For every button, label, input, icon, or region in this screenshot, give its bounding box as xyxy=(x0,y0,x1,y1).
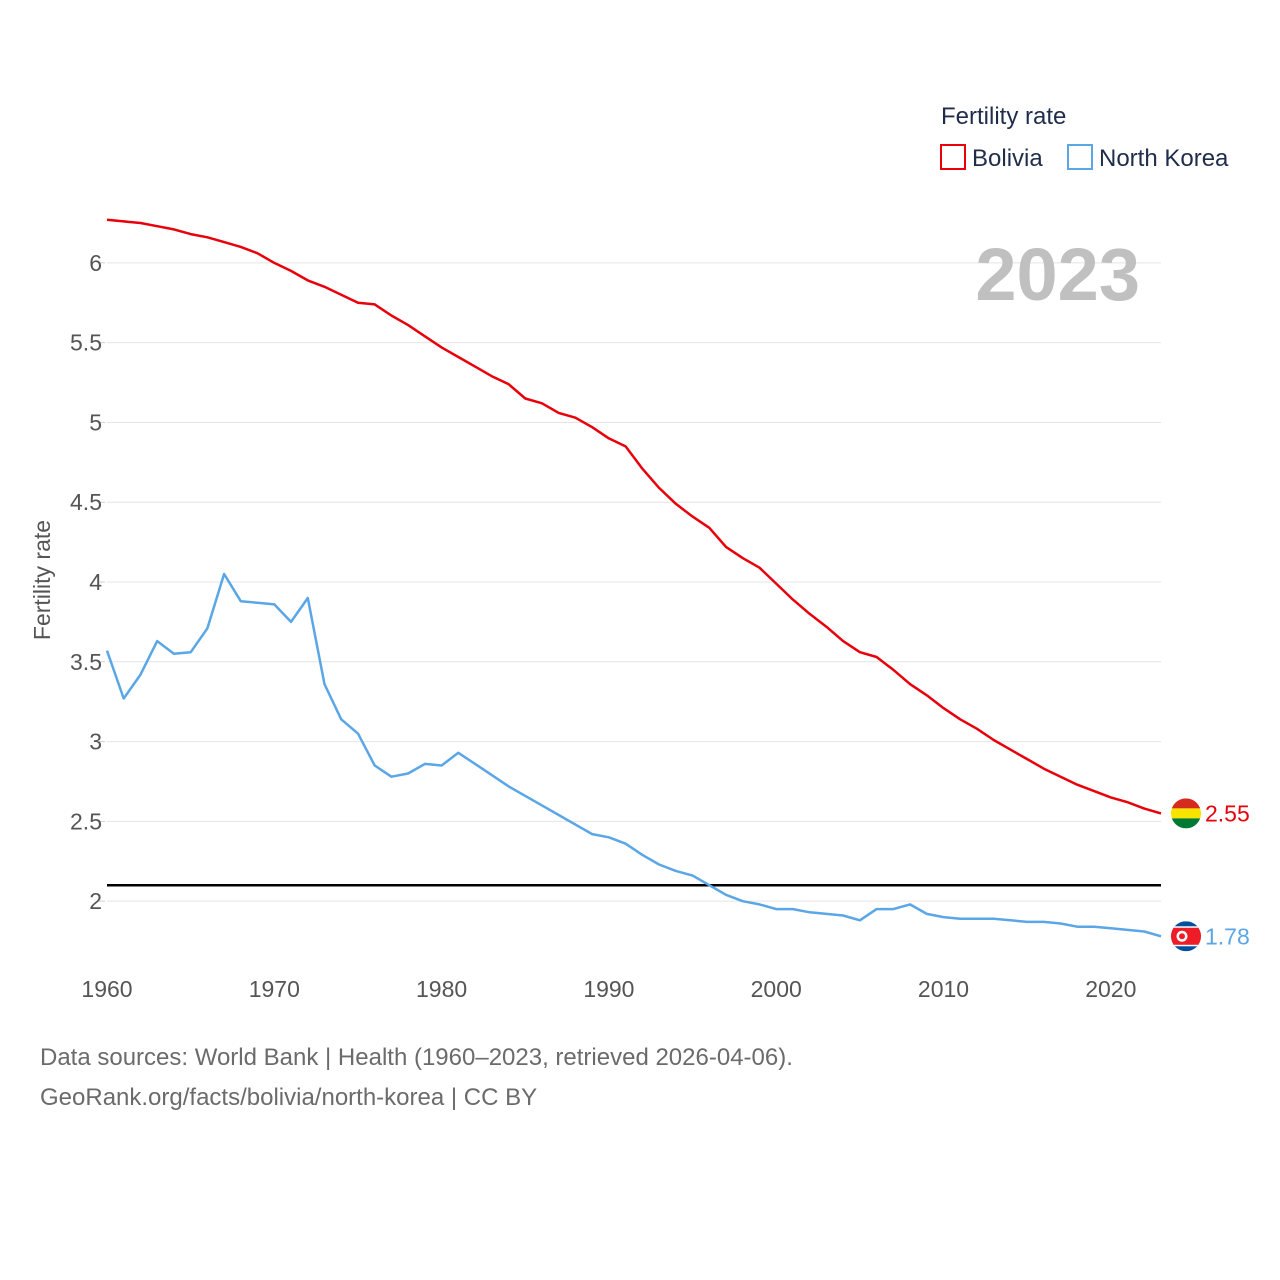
y-tick-label-5-5: 5.5 xyxy=(70,330,102,356)
legend-item-bolivia[interactable]: Bolivia xyxy=(940,144,1043,172)
legend-item-north-korea[interactable]: North Korea xyxy=(1067,144,1229,172)
bolivia-flag-icon xyxy=(1171,798,1201,829)
legend: Fertility rate Bolivia North Korea xyxy=(940,103,1229,172)
series-line-north-korea[interactable] xyxy=(105,572,1162,938)
y-tick-label-3-5: 3.5 xyxy=(70,649,102,675)
legend-title: Fertility rate xyxy=(941,103,1066,130)
y-tick-label-2-5: 2.5 xyxy=(70,808,102,834)
north-korea-flag-icon xyxy=(1171,921,1201,952)
series-layer xyxy=(105,218,1162,938)
y-tick-label-2: 2 xyxy=(89,888,102,914)
legend-label-bolivia: Bolivia xyxy=(972,145,1043,172)
x-tick-label-1970: 1970 xyxy=(249,976,300,1002)
source-line-2[interactable]: GeoRank.org/facts/bolivia/north-korea | … xyxy=(40,1084,538,1111)
y-tick-label-3: 3 xyxy=(89,729,102,755)
legend-swatch-bolivia xyxy=(940,144,966,170)
y-axis-ticks: 2 2.5 3 3.5 4 4.5 5 5.5 6 xyxy=(70,250,105,914)
legend-label-north-korea: North Korea xyxy=(1099,145,1229,172)
source-line-1: Data sources: World Bank | Health (1960–… xyxy=(40,1044,793,1071)
y-tick-label-5: 5 xyxy=(89,409,102,435)
y-tick-label-4-5: 4.5 xyxy=(70,489,102,515)
y-axis-title: Fertility rate xyxy=(29,520,55,640)
year-label: 2023 xyxy=(975,233,1140,316)
end-markers: 2.55 1.78 xyxy=(1171,798,1250,952)
legend-swatch-north-korea xyxy=(1067,144,1093,170)
end-value-label-bolivia: 2.55 xyxy=(1205,800,1250,826)
x-tick-label-2000: 2000 xyxy=(751,976,802,1002)
end-value-label-north-korea: 1.78 xyxy=(1205,923,1250,949)
series-line-bolivia[interactable] xyxy=(106,218,1162,815)
x-axis-ticks: 1960 1970 1980 1990 2000 2010 2020 xyxy=(81,976,1136,1002)
grid-lines xyxy=(107,262,1161,902)
x-tick-label-1990: 1990 xyxy=(583,976,634,1002)
y-tick-label-6: 6 xyxy=(89,250,102,276)
x-tick-label-2020: 2020 xyxy=(1085,976,1136,1002)
x-tick-label-1960: 1960 xyxy=(81,976,132,1002)
y-tick-label-4: 4 xyxy=(89,569,102,595)
x-tick-label-2010: 2010 xyxy=(918,976,969,1002)
x-tick-label-1980: 1980 xyxy=(416,976,467,1002)
